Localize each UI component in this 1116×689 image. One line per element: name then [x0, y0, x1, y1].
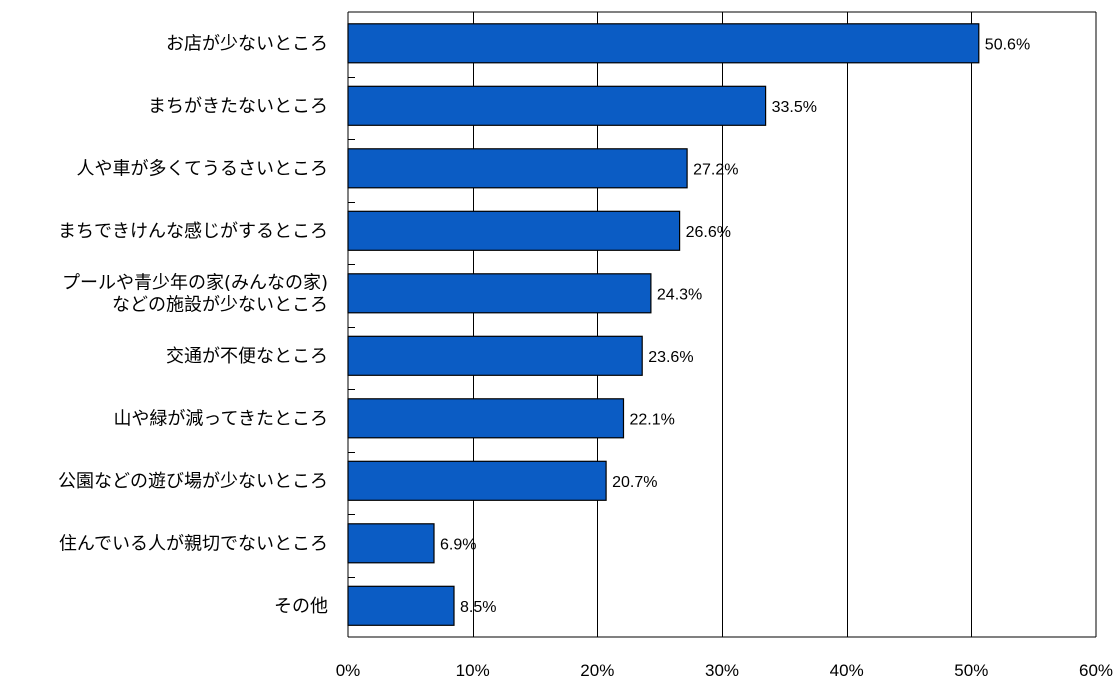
- category-label-1: まちがきたないところ: [148, 96, 328, 117]
- bar-0: [347, 23, 980, 64]
- bar-5: [347, 335, 643, 376]
- x-tick-label-50: 50%: [954, 661, 988, 680]
- category-label-line: プールや青少年の家(みんなの家): [62, 272, 328, 293]
- bar-9: [347, 585, 455, 626]
- category-label-line: 公園などの遊び場が少ないところ: [58, 471, 328, 492]
- x-tick-label-60: 60%: [1079, 661, 1113, 680]
- data-label-1: 33.5%: [772, 99, 817, 116]
- data-label-2: 27.2%: [693, 161, 738, 178]
- bar-2: [347, 148, 688, 189]
- data-label-4: 24.3%: [657, 286, 702, 303]
- category-label-4: プールや青少年の家(みんなの家)などの施設が少ないところ: [62, 272, 328, 315]
- category-label-line: お店が少ないところ: [166, 33, 328, 54]
- bar-1: [347, 85, 767, 126]
- bar-7: [347, 460, 607, 501]
- category-label-8: 住んでいる人が親切でないところ: [59, 533, 328, 554]
- category-label-line: 山や緑が減ってきたところ: [113, 408, 328, 429]
- data-label-8: 6.9%: [440, 536, 476, 553]
- bar-3: [347, 210, 681, 251]
- data-label-3: 26.6%: [686, 224, 731, 241]
- category-label-line: まちがきたないところ: [148, 96, 328, 117]
- category-label-line: その他: [274, 596, 328, 617]
- category-label-9: その他: [274, 596, 328, 617]
- bar-8: [347, 523, 435, 564]
- x-tick-label-30: 30%: [705, 661, 739, 680]
- category-label-line: などの施設が少ないところ: [112, 294, 328, 315]
- category-label-2: 人や車が多くてうるさいところ: [77, 158, 328, 179]
- data-label-7: 20.7%: [612, 474, 657, 491]
- x-tick-label-40: 40%: [830, 661, 864, 680]
- category-label-3: まちできけんな感じがするところ: [58, 221, 328, 242]
- category-label-6: 山や緑が減ってきたところ: [113, 408, 328, 429]
- bar-4: [347, 273, 652, 314]
- category-label-line: 人や車が多くてうるさいところ: [77, 158, 328, 179]
- category-label-7: 公園などの遊び場が少ないところ: [58, 471, 328, 492]
- category-label-5: 交通が不便なところ: [166, 346, 328, 367]
- data-label-0: 50.6%: [985, 36, 1030, 53]
- bars: [347, 23, 980, 626]
- x-tick-label-20: 20%: [580, 661, 614, 680]
- category-label-line: まちできけんな感じがするところ: [58, 221, 328, 242]
- data-label-9: 8.5%: [460, 599, 496, 616]
- data-label-5: 23.6%: [648, 349, 693, 366]
- category-labels: お店が少ないところまちがきたないところ人や車が多くてうるさいところまちできけんな…: [58, 33, 328, 617]
- category-ticks: [348, 77, 355, 578]
- category-label-line: 交通が不便なところ: [166, 346, 328, 367]
- data-label-6: 22.1%: [630, 411, 675, 428]
- x-tick-labels: 0% 10% 20% 30% 40% 50% 60%: [336, 661, 1113, 680]
- bar-6: [347, 398, 625, 439]
- x-tick-label-10: 10%: [456, 661, 490, 680]
- category-label-line: 住んでいる人が親切でないところ: [59, 533, 328, 554]
- category-label-0: お店が少ないところ: [166, 33, 328, 54]
- x-tick-label-0: 0%: [336, 661, 361, 680]
- data-labels: 50.6% 33.5% 27.2% 26.6% 24.3% 23.6% 22.1% 20.7%…: [440, 36, 1030, 616]
